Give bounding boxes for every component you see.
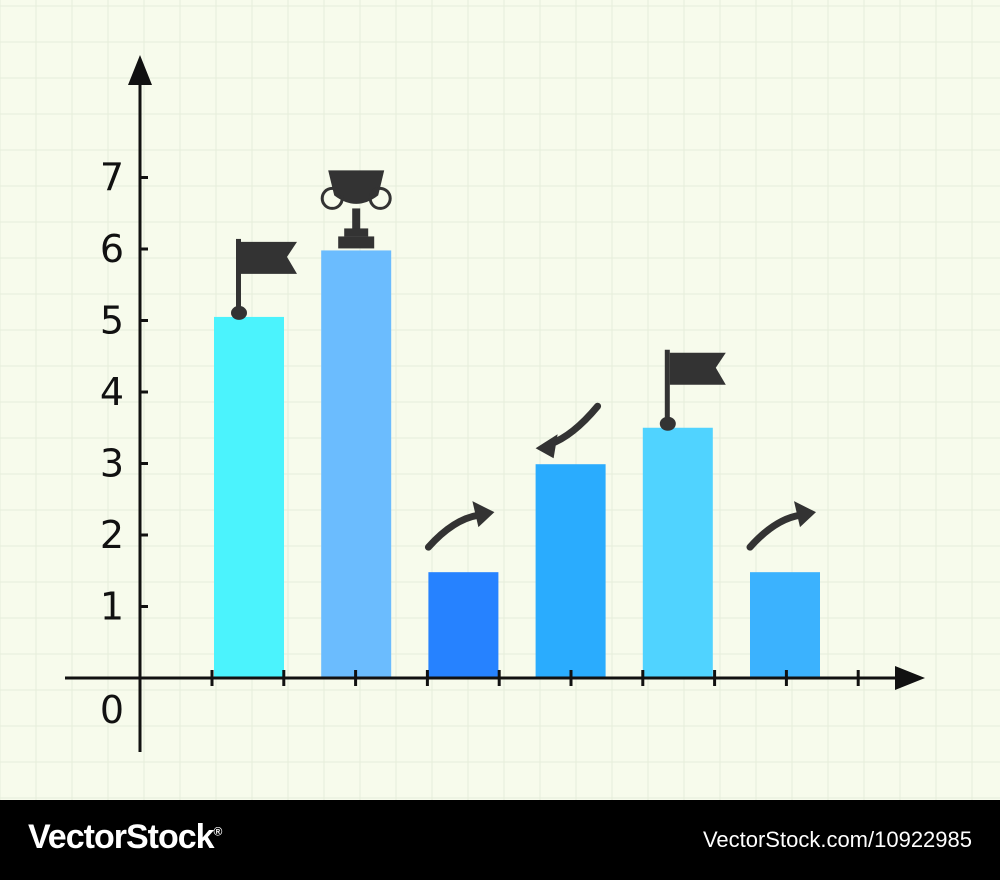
stock-id: VectorStock.com/10922985 (702, 827, 972, 852)
watermark-footer: VectorStock® VectorStock.com/10922985 (0, 800, 1000, 880)
x-axis-arrow-icon (895, 666, 925, 690)
brand-logo: VectorStock® (28, 818, 222, 856)
y-tick-label: 7 (100, 156, 124, 200)
bar (214, 316, 284, 678)
bar (535, 464, 606, 678)
bar (750, 572, 820, 678)
y-tick-label: 3 (100, 442, 124, 486)
arrow-up-icon (746, 501, 816, 551)
flag-icon (231, 238, 297, 320)
arrow-up-icon (424, 501, 495, 551)
y-tick-label: 2 (100, 513, 124, 557)
y-tick-label: 1 (100, 585, 124, 629)
y-tick-label: 4 (100, 370, 124, 414)
y-tick-label: 6 (100, 227, 124, 271)
bar-chart: 1 2 3 4 5 6 7 0 (0, 0, 1000, 800)
y-tick-label: 5 (100, 299, 124, 343)
y-axis-arrow-icon (128, 55, 152, 85)
bar (321, 250, 392, 678)
origin-label: 0 (100, 688, 124, 732)
background-grid (0, 0, 1000, 800)
bar (642, 427, 713, 678)
trophy-icon (320, 170, 392, 249)
flag-icon (659, 349, 726, 431)
bar (428, 572, 499, 678)
chart-area: 1 2 3 4 5 6 7 0 (0, 0, 1000, 800)
arrow-down-icon (535, 402, 602, 459)
